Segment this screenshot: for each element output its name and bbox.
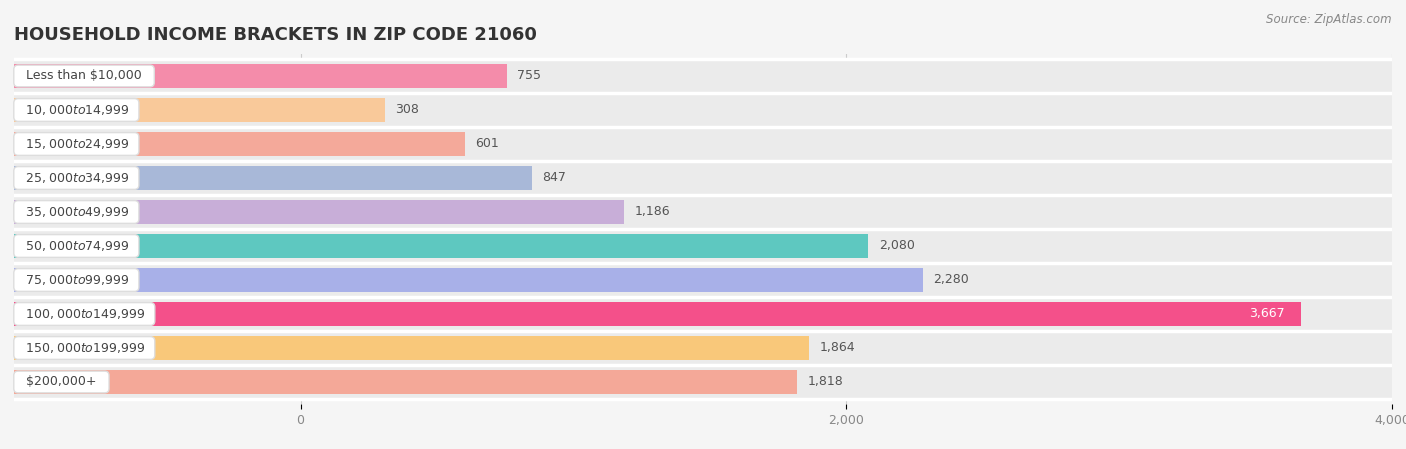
Text: $100,000 to $149,999: $100,000 to $149,999 — [18, 307, 150, 321]
Text: $10,000 to $14,999: $10,000 to $14,999 — [18, 103, 135, 117]
Text: $200,000+: $200,000+ — [18, 375, 104, 388]
Bar — [14, 195, 1392, 229]
Bar — [14, 331, 1392, 365]
Text: 1,864: 1,864 — [820, 342, 856, 355]
Bar — [14, 263, 1392, 297]
Text: 601: 601 — [475, 137, 499, 150]
Bar — [14, 64, 506, 88]
Bar — [14, 93, 1392, 127]
Text: Source: ZipAtlas.com: Source: ZipAtlas.com — [1267, 13, 1392, 26]
Text: $75,000 to $99,999: $75,000 to $99,999 — [18, 273, 135, 287]
Text: 1,818: 1,818 — [807, 375, 844, 388]
Bar — [14, 98, 385, 122]
Text: $25,000 to $34,999: $25,000 to $34,999 — [18, 171, 135, 185]
Bar — [14, 302, 1301, 326]
Text: Less than $10,000: Less than $10,000 — [18, 70, 150, 83]
Text: 2,280: 2,280 — [934, 273, 969, 286]
Text: $35,000 to $49,999: $35,000 to $49,999 — [18, 205, 135, 219]
Bar — [14, 132, 464, 156]
Bar — [14, 268, 922, 292]
Bar — [14, 365, 1392, 399]
Text: 308: 308 — [395, 103, 419, 116]
Bar — [14, 297, 1392, 330]
Text: HOUSEHOLD INCOME BRACKETS IN ZIP CODE 21060: HOUSEHOLD INCOME BRACKETS IN ZIP CODE 21… — [14, 26, 537, 44]
Text: 847: 847 — [543, 172, 567, 185]
Text: 2,080: 2,080 — [879, 239, 915, 252]
Bar — [14, 161, 1392, 195]
Bar — [14, 128, 1392, 161]
Bar — [14, 200, 624, 224]
Text: 1,186: 1,186 — [636, 206, 671, 219]
Text: $15,000 to $24,999: $15,000 to $24,999 — [18, 137, 135, 151]
Bar — [14, 370, 797, 394]
Bar — [14, 166, 531, 190]
Bar — [14, 336, 808, 360]
Text: $150,000 to $199,999: $150,000 to $199,999 — [18, 341, 150, 355]
Text: 3,667: 3,667 — [1249, 308, 1285, 321]
Bar — [14, 229, 1392, 263]
Text: 755: 755 — [517, 70, 541, 83]
Bar — [14, 59, 1392, 92]
Bar — [14, 234, 868, 258]
Text: $50,000 to $74,999: $50,000 to $74,999 — [18, 239, 135, 253]
